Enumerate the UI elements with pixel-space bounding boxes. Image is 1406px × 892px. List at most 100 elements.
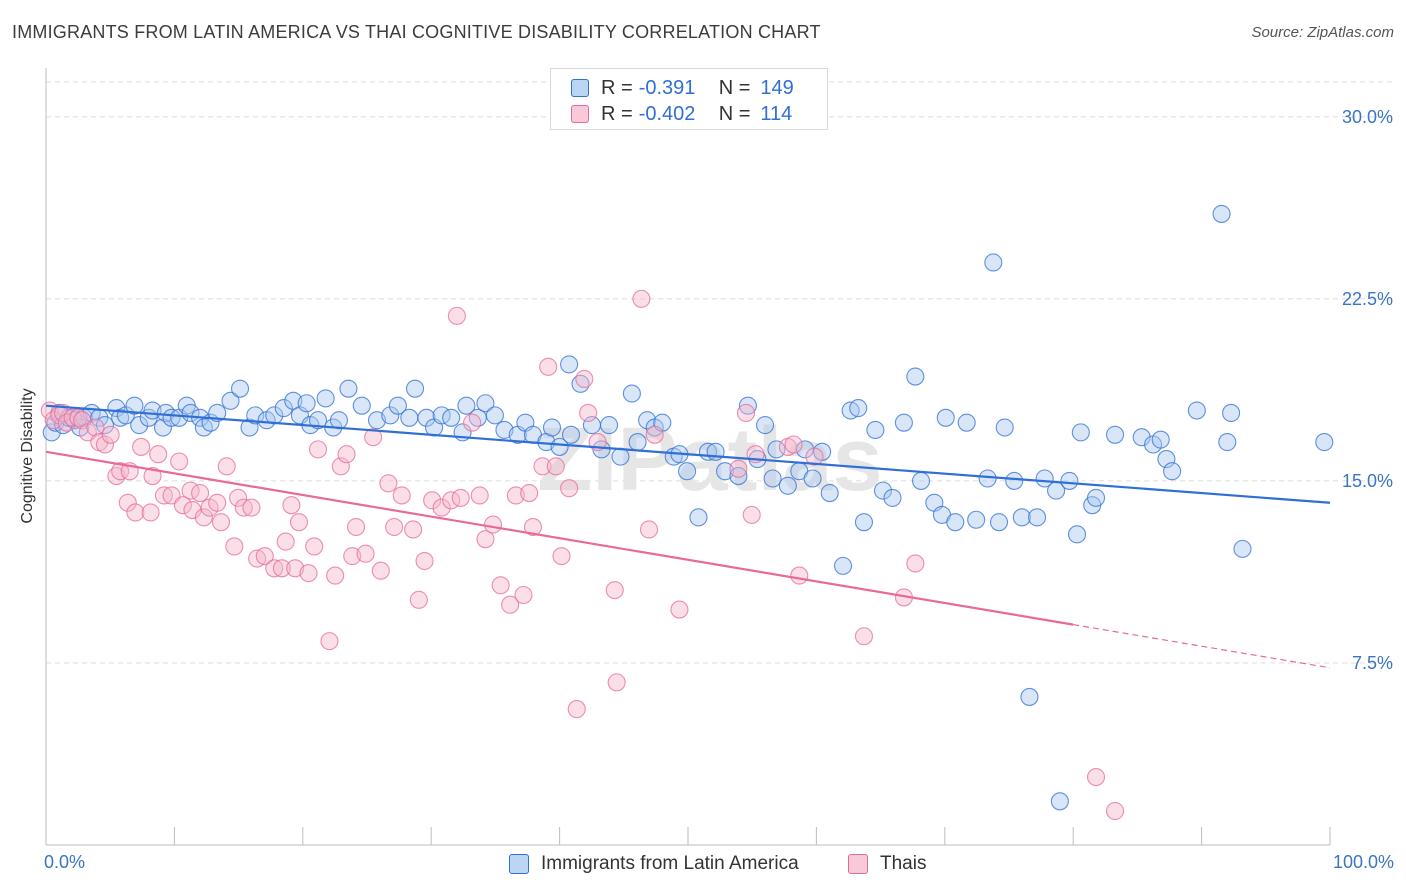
point-thais (299, 564, 318, 583)
point-thais (409, 590, 428, 609)
chart-title: IMMIGRANTS FROM LATIN AMERICA VS THAI CO… (12, 22, 821, 42)
point-thais (423, 491, 442, 510)
point-latin-america (946, 513, 965, 532)
point-latin-america (984, 253, 1003, 272)
point-latin-america (1005, 471, 1024, 490)
point-thais (326, 566, 345, 585)
point-latin-america (978, 469, 997, 488)
point-latin-america (485, 406, 504, 425)
point-latin-america (542, 418, 562, 437)
point-thais (906, 554, 925, 573)
point-thais (217, 457, 236, 476)
point-latin-america (316, 389, 335, 408)
point-thais (305, 537, 324, 556)
point-latin-america (1050, 792, 1069, 811)
point-thais (141, 503, 160, 522)
point-thais (560, 479, 579, 498)
point-thais (1086, 767, 1106, 787)
point-thais (208, 493, 227, 512)
point-latin-america (442, 408, 461, 427)
point-latin-america (1222, 403, 1241, 423)
point-thais (44, 411, 63, 430)
point-thais (347, 517, 366, 537)
point-latin-america (854, 513, 874, 532)
legend-swatch-pink (571, 105, 589, 123)
trend-line-thais-extension (1073, 624, 1331, 669)
point-thais (225, 537, 244, 556)
point-thais (95, 435, 115, 454)
point-latin-america (560, 355, 579, 374)
y-axis-title: Cognitive Disability (19, 388, 36, 524)
y-tick-label: 22.5% (1342, 289, 1393, 309)
point-thais (86, 418, 105, 437)
point-latin-america (638, 411, 657, 430)
legend: R = -0.391 N = 149 R = -0.402 N = 114 (550, 68, 828, 130)
point-thais (132, 437, 151, 456)
point-thais (143, 467, 162, 486)
legend-row-thais: R = -0.402 N = 114 (571, 102, 792, 126)
point-thais (533, 457, 552, 476)
point-latin-america (1233, 539, 1252, 558)
trend-line-thais (45, 450, 1074, 626)
y-tick-label: 15.0% (1342, 471, 1393, 491)
point-latin-america (820, 484, 839, 503)
point-latin-america (476, 394, 495, 413)
point-latin-america (833, 556, 853, 575)
point-latin-america (1163, 462, 1182, 481)
point-latin-america (274, 399, 293, 418)
point-thais (645, 425, 664, 444)
legend-r-value: -0.391 (638, 76, 696, 99)
point-thais (392, 486, 411, 505)
point-latin-america (1315, 433, 1334, 452)
point-latin-america (1132, 428, 1151, 447)
point-thais (523, 517, 543, 537)
point-thais (451, 488, 470, 507)
x-tick-label-max: 100.0% (1332, 852, 1394, 872)
point-thais (404, 520, 423, 539)
point-thais (805, 447, 824, 466)
point-thais (57, 413, 76, 432)
point-latin-america (405, 379, 425, 398)
point-latin-america (957, 413, 976, 432)
legend-r-value: -0.402 (638, 102, 696, 125)
point-latin-america (778, 476, 797, 495)
point-latin-america (1218, 433, 1237, 452)
point-latin-america (1086, 488, 1106, 507)
legend-r-label: R = (601, 76, 633, 99)
point-latin-america (936, 408, 955, 427)
point-latin-america (894, 413, 913, 432)
point-thais (364, 428, 383, 447)
point-thais (742, 505, 761, 524)
point-thais (173, 496, 193, 515)
point-thais (520, 484, 539, 503)
point-thais (276, 532, 295, 551)
legend-r-label: R = (601, 102, 633, 125)
point-thais (255, 547, 274, 566)
point-thais (639, 520, 659, 539)
point-latin-america (677, 462, 697, 481)
point-latin-america (1012, 508, 1031, 527)
point-latin-america (417, 408, 436, 427)
legend-n-label: N = (718, 76, 751, 99)
point-latin-america (729, 467, 748, 486)
point-latin-america (381, 406, 400, 425)
point-latin-america (873, 481, 893, 500)
trend-line-latin-america (45, 404, 1331, 504)
point-thais (415, 551, 434, 571)
point-latin-america (989, 513, 1009, 532)
point-latin-america (689, 508, 708, 527)
point-latin-america (1020, 687, 1039, 706)
legend-row-latin-america: R = -0.391 N = 149 (571, 76, 794, 100)
point-thais (736, 403, 756, 423)
point-latin-america (352, 396, 371, 415)
point-latin-america (755, 416, 775, 435)
point-latin-america (561, 425, 581, 444)
point-latin-america (803, 469, 822, 488)
point-latin-america (628, 433, 647, 452)
point-latin-america (849, 399, 868, 418)
point-latin-america (611, 447, 630, 466)
point-thais (491, 576, 510, 595)
point-latin-america (1028, 508, 1047, 527)
point-thais (229, 488, 248, 507)
point-latin-america (550, 437, 569, 456)
